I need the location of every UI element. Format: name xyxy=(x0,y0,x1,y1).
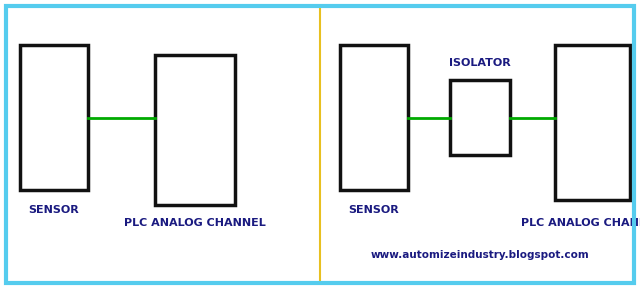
Bar xyxy=(20,45,88,190)
Bar xyxy=(555,45,630,200)
Text: PLC ANALOG CHANNEL: PLC ANALOG CHANNEL xyxy=(521,218,640,228)
Text: SENSOR: SENSOR xyxy=(29,205,79,215)
Bar xyxy=(340,45,408,190)
Text: SENSOR: SENSOR xyxy=(349,205,399,215)
Text: ISOLATOR: ISOLATOR xyxy=(449,58,511,68)
Bar xyxy=(450,80,510,155)
Text: www.automizeindustry.blogspot.com: www.automizeindustry.blogspot.com xyxy=(371,250,589,260)
Bar xyxy=(155,55,235,205)
Text: PLC ANALOG CHANNEL: PLC ANALOG CHANNEL xyxy=(124,218,266,228)
